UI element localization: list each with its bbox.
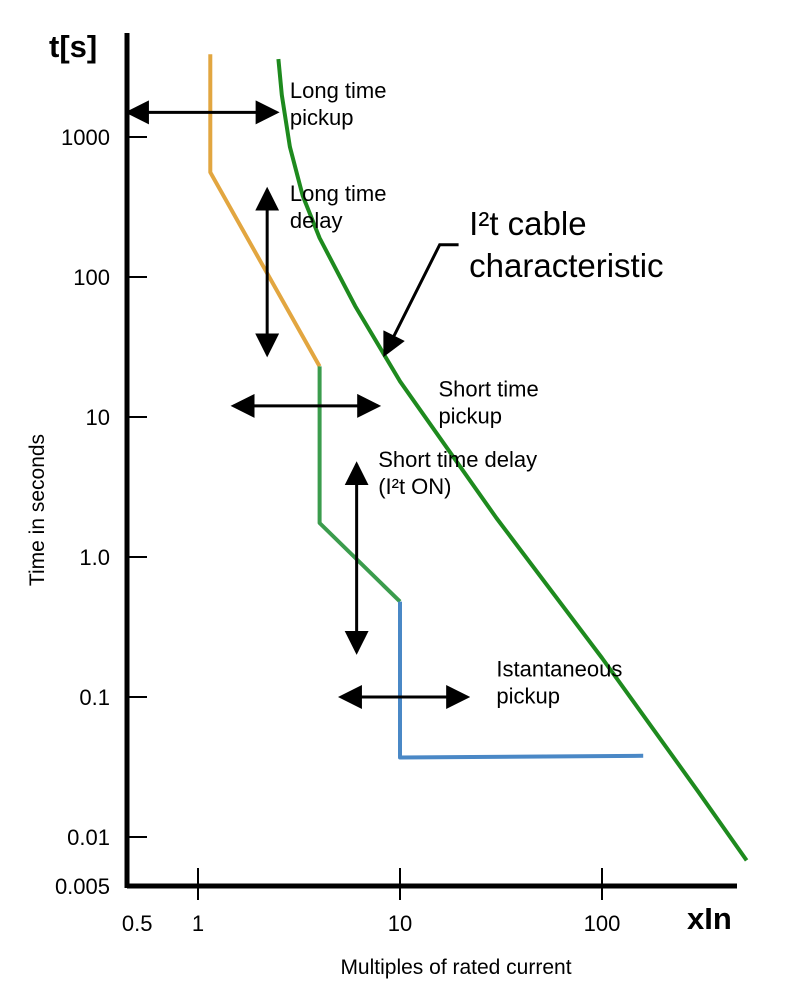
annotation-label: pickup xyxy=(290,105,354,130)
x-tick-label: 100 xyxy=(584,911,621,936)
annotation-label: characteristic xyxy=(469,247,663,284)
series-line-instantaneous xyxy=(398,601,644,760)
annotation-label: I²t cable xyxy=(469,205,586,242)
x-tick-label: 10 xyxy=(388,911,412,936)
annotation-label: pickup xyxy=(496,684,560,709)
annotation-label: pickup xyxy=(438,404,502,429)
annotation-label: Short time delay xyxy=(378,447,537,472)
annotation-cable-characteristic: I²t cable characteristic xyxy=(383,205,664,358)
y-tick-label: 0.005 xyxy=(55,874,110,899)
y-tick-label: 1.0 xyxy=(79,545,110,570)
annotation-short-time-delay: Short time delay(I²t ON) xyxy=(344,447,537,655)
x-axis-title: xIn xyxy=(687,901,732,936)
x-axis-label: Multiples of rated current xyxy=(340,956,571,979)
y-tick-label: 0.01 xyxy=(67,825,110,850)
y-tick-label: 1000 xyxy=(61,125,110,150)
annotation-label: Long time xyxy=(290,78,387,103)
x-tick-layer: 0.5 1 10 100 xyxy=(122,868,620,936)
series-layer xyxy=(208,54,749,862)
annotation-arrow xyxy=(383,243,459,358)
annotation-label: delay xyxy=(290,208,343,233)
x-tick-label: 0.5 xyxy=(122,911,153,936)
x-tick-label: 1 xyxy=(192,911,204,936)
y-tick-layer: 0.005 0.01 0.1 1.0 10 100 1000 xyxy=(55,125,147,899)
y-tick-label: 100 xyxy=(73,265,110,290)
y-axis-label: Time in seconds xyxy=(26,434,49,586)
annotation-label: Long time xyxy=(290,181,387,206)
y-tick-label: 10 xyxy=(86,405,110,430)
y-axis-title: t[s] xyxy=(49,29,97,64)
annotation-label: Short time xyxy=(438,377,538,402)
annotation-label: (I²t ON) xyxy=(378,474,451,499)
y-tick-label: 0.1 xyxy=(79,685,110,710)
series-line-cable-characteristic xyxy=(276,58,749,862)
series-line-short-time xyxy=(317,366,402,604)
annotation-label: Istantaneous xyxy=(496,657,622,682)
series-line-long-time xyxy=(208,54,322,368)
